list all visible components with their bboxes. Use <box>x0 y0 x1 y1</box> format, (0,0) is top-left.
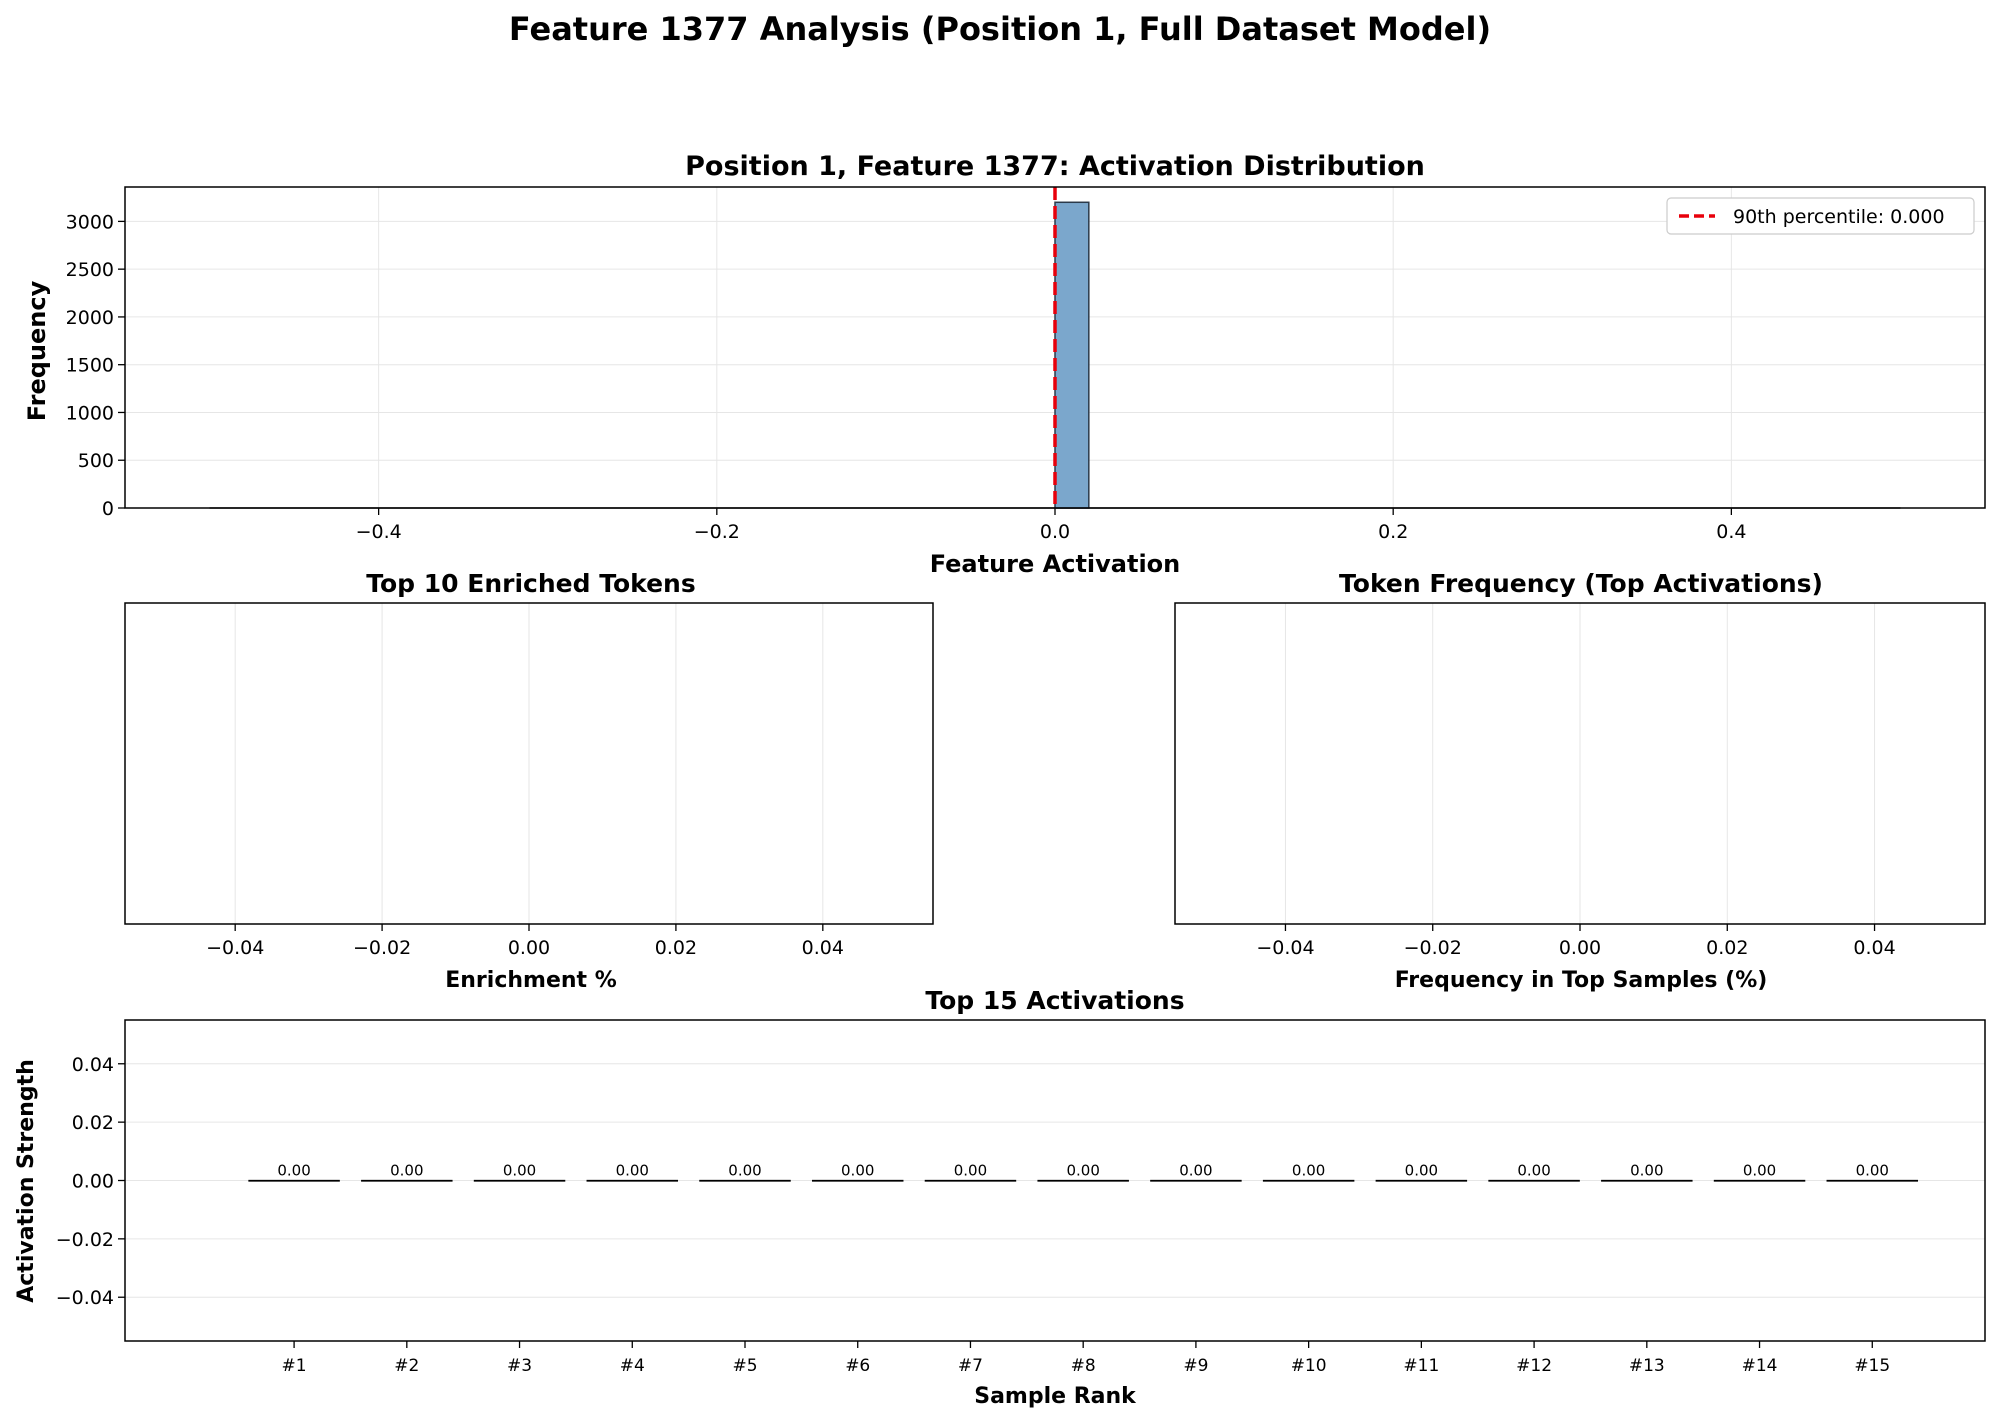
bar-value-label: 0.00 <box>728 1162 761 1180</box>
activation-distribution-chart: Position 1, Feature 1377: Activation Dis… <box>23 151 1986 578</box>
x-tick-label: 0.00 <box>508 937 550 959</box>
x-tick-label: #1 <box>282 1356 307 1376</box>
token-frequency-chart: Token Frequency (Top Activations) Freque… <box>1174 569 1986 993</box>
legend-box <box>1666 197 1975 235</box>
activation-bar <box>1150 1179 1242 1182</box>
x-tick-label: #13 <box>1629 1356 1665 1376</box>
activation-bar <box>1488 1179 1580 1182</box>
x-tick-label: 0.02 <box>1706 937 1748 959</box>
activation-bar <box>586 1179 679 1182</box>
x-tick-label: #3 <box>507 1356 532 1376</box>
histogram-bar <box>1054 201 1090 509</box>
plot-frame <box>1174 602 1986 925</box>
x-tick-label: −0.04 <box>1256 937 1314 959</box>
x-tick-label: #7 <box>958 1356 983 1376</box>
x-tick-label: 0.04 <box>1853 937 1895 959</box>
y-tick-label: 3000 <box>66 211 114 233</box>
figure-suptitle: Feature 1377 Analysis (Position 1, Full … <box>509 10 1491 48</box>
activation-bar <box>1375 1179 1468 1182</box>
y-tick-label: 2500 <box>66 259 114 281</box>
legend-label: 90th percentile: 0.000 <box>1733 206 1945 228</box>
y-tick-label: 0.04 <box>72 1054 114 1076</box>
activation-bar <box>361 1179 453 1182</box>
x-tick-label: #9 <box>1183 1356 1208 1376</box>
activation-bar <box>473 1179 566 1182</box>
x-tick-label: #2 <box>394 1356 419 1376</box>
y-tick-label: −0.02 <box>56 1229 114 1251</box>
y-tick-label: 2000 <box>66 307 114 329</box>
activation-bar <box>699 1179 791 1182</box>
bar-value-label: 0.00 <box>1743 1162 1776 1180</box>
activation-bar <box>811 1179 904 1182</box>
y-tick-label: 0 <box>102 498 114 520</box>
top-activations-xlabel: Sample Rank <box>974 1384 1137 1409</box>
activation-bar <box>248 1179 340 1182</box>
bar-value-label: 0.00 <box>841 1162 874 1180</box>
x-tick-label: #14 <box>1742 1356 1778 1376</box>
token-frequency-title: Token Frequency (Top Activations) <box>1339 569 1823 598</box>
x-tick-label: 0.2 <box>1378 521 1408 543</box>
x-tick-label: −0.04 <box>206 937 264 959</box>
x-tick-label: −0.2 <box>694 521 740 543</box>
y-tick-label: 0.00 <box>72 1171 114 1193</box>
bar-value-label: 0.00 <box>1405 1162 1438 1180</box>
activation-distribution-ylabel: Frequency <box>23 280 51 421</box>
bar-value-label: 0.00 <box>1517 1162 1550 1180</box>
x-tick-label: 0.4 <box>1716 521 1746 543</box>
plot-frame <box>124 1019 1986 1342</box>
enriched-tokens-title: Top 10 Enriched Tokens <box>366 569 695 598</box>
activation-bar <box>1713 1179 1806 1182</box>
x-tick-label: #5 <box>732 1356 757 1376</box>
y-tick-label: 500 <box>78 450 114 472</box>
bar-value-label: 0.00 <box>616 1162 649 1180</box>
x-tick-label: #6 <box>845 1356 870 1376</box>
x-tick-label: #4 <box>620 1356 645 1376</box>
bar-value-label: 0.00 <box>503 1162 536 1180</box>
x-tick-label: #10 <box>1291 1356 1327 1376</box>
x-tick-label: −0.02 <box>1404 937 1462 959</box>
bar-value-label: 0.00 <box>1066 1162 1099 1180</box>
y-tick-label: 1000 <box>66 402 114 424</box>
activation-distribution-title: Position 1, Feature 1377: Activation Dis… <box>685 151 1425 182</box>
enriched-tokens-xlabel: Enrichment % <box>445 968 617 993</box>
x-tick-label: #12 <box>1516 1356 1552 1376</box>
x-tick-label: #11 <box>1403 1356 1439 1376</box>
top-activations-chart: Top 15 Activations Sample Rank Activatio… <box>14 986 1986 1409</box>
x-tick-label: #15 <box>1854 1356 1890 1376</box>
activation-distribution-xlabel: Feature Activation <box>930 550 1181 578</box>
x-tick-label: 0.04 <box>802 937 844 959</box>
plot-frame <box>124 186 1986 509</box>
bar-value-label: 0.00 <box>277 1162 310 1180</box>
x-tick-label: #8 <box>1071 1356 1096 1376</box>
top-activations-ylabel: Activation Strength <box>14 1059 39 1303</box>
top-activations-title: Top 15 Activations <box>925 986 1184 1015</box>
bar-value-label: 0.00 <box>1630 1162 1663 1180</box>
activation-bar <box>1262 1179 1355 1182</box>
x-tick-label: 0.02 <box>655 937 697 959</box>
y-tick-label: 0.02 <box>72 1112 114 1134</box>
activation-bar <box>1826 1179 1919 1182</box>
bar-value-label: 0.00 <box>1292 1162 1325 1180</box>
bar-value-label: 0.00 <box>390 1162 423 1180</box>
x-tick-label: −0.4 <box>356 521 402 543</box>
plot-frame <box>124 602 934 925</box>
x-tick-label: 0.0 <box>1040 521 1070 543</box>
activation-bar <box>924 1179 1017 1182</box>
bar-value-label: 0.00 <box>954 1162 987 1180</box>
x-tick-label: 0.00 <box>1559 937 1601 959</box>
enriched-tokens-chart: Top 10 Enriched Tokens Enrichment % −0.0… <box>124 569 934 993</box>
token-frequency-xlabel: Frequency in Top Samples (%) <box>1395 968 1768 993</box>
bar-value-label: 0.00 <box>1856 1162 1889 1180</box>
activation-bar <box>1037 1179 1129 1182</box>
activation-bar <box>1601 1179 1693 1182</box>
y-tick-label: 1500 <box>66 355 114 377</box>
y-tick-label: −0.04 <box>56 1287 114 1309</box>
bar-value-label: 0.00 <box>1179 1162 1212 1180</box>
x-tick-label: −0.02 <box>353 937 411 959</box>
